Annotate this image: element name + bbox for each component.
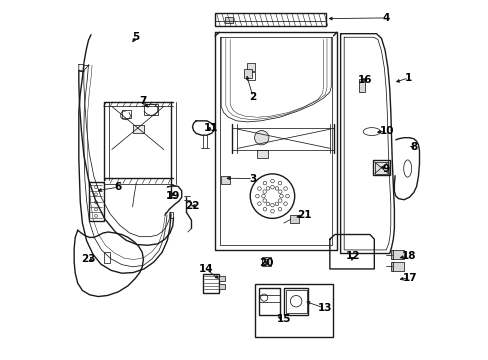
Bar: [133, 126, 144, 134]
Bar: [203, 274, 219, 293]
Bar: [261, 257, 270, 266]
Bar: [391, 262, 403, 271]
Circle shape: [254, 131, 268, 145]
Bar: [244, 69, 252, 78]
Bar: [391, 250, 403, 259]
Text: 4: 4: [382, 13, 389, 23]
Bar: [218, 276, 224, 282]
Text: 16: 16: [357, 75, 371, 85]
Text: 6: 6: [114, 182, 122, 192]
Text: 3: 3: [249, 174, 256, 184]
Bar: [215, 13, 325, 26]
Bar: [122, 110, 131, 118]
Text: 23: 23: [81, 254, 96, 264]
Text: 14: 14: [198, 264, 213, 274]
Bar: [144, 104, 158, 115]
Bar: [224, 17, 232, 23]
Text: 22: 22: [185, 201, 199, 211]
Text: 21: 21: [297, 210, 311, 220]
Text: 12: 12: [345, 251, 359, 261]
Text: 15: 15: [276, 314, 290, 324]
Bar: [374, 162, 387, 174]
Bar: [390, 250, 392, 259]
Text: 20: 20: [259, 258, 273, 268]
Text: 19: 19: [166, 191, 180, 201]
Bar: [218, 284, 224, 289]
Bar: [285, 291, 306, 313]
Bar: [88, 182, 103, 221]
Bar: [221, 176, 230, 184]
Bar: [290, 215, 299, 223]
Bar: [257, 149, 267, 158]
Text: 5: 5: [132, 32, 140, 41]
Bar: [247, 72, 254, 80]
Text: 18: 18: [401, 251, 415, 261]
Bar: [284, 288, 308, 315]
Bar: [104, 252, 110, 263]
Bar: [390, 262, 392, 271]
Text: 2: 2: [249, 92, 256, 102]
Text: 9: 9: [382, 163, 389, 174]
Bar: [258, 288, 280, 315]
Text: 8: 8: [409, 142, 417, 152]
Text: 13: 13: [317, 303, 332, 314]
Bar: [372, 160, 389, 175]
Bar: [254, 284, 333, 337]
Text: 1: 1: [404, 73, 411, 83]
Text: 7: 7: [140, 96, 147, 106]
Text: 10: 10: [379, 126, 394, 135]
Text: 11: 11: [204, 123, 218, 133]
Text: 17: 17: [402, 273, 417, 283]
Bar: [247, 63, 254, 71]
Bar: [359, 79, 364, 93]
